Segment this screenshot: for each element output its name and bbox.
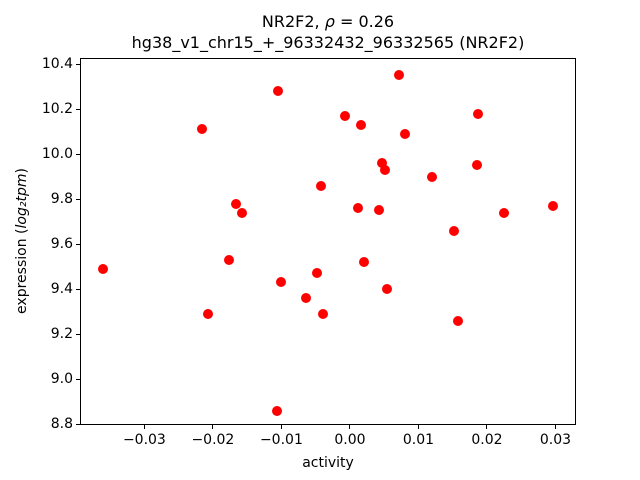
- data-point: [316, 180, 327, 191]
- data-point: [427, 171, 438, 182]
- data-point: [355, 119, 366, 130]
- y-tick-label: 10.4: [41, 56, 73, 73]
- y-tick-label: 9.8: [50, 191, 73, 208]
- data-point: [224, 254, 235, 265]
- data-point: [547, 200, 558, 211]
- y-tick-label: 9.6: [50, 236, 73, 253]
- data-point: [449, 225, 460, 236]
- x-tick-mark: [417, 425, 419, 429]
- y-tick-label: 9.2: [50, 326, 73, 343]
- data-point: [340, 110, 351, 121]
- data-point: [97, 263, 108, 274]
- chart-title-gene: NR2F2,: [261, 12, 325, 31]
- chart-title-line2: hg38_v1_chr15_+_96332432_96332565 (NR2F2…: [131, 33, 525, 52]
- x-tick-label: 0.02: [471, 432, 503, 448]
- y-tick-label: 9.4: [50, 281, 73, 298]
- data-point: [381, 284, 392, 295]
- y-tick-label: 10.2: [41, 101, 73, 118]
- data-point: [236, 207, 247, 218]
- y-axis-label-suffix: ): [14, 168, 30, 174]
- data-point: [203, 308, 214, 319]
- data-point: [318, 308, 329, 319]
- data-point: [196, 124, 207, 135]
- y-tick-mark: [76, 423, 80, 425]
- data-point: [358, 257, 369, 268]
- x-tick-mark: [212, 425, 214, 429]
- x-tick-label: −0.03: [122, 432, 166, 448]
- data-point: [353, 203, 364, 214]
- y-tick-mark: [76, 378, 80, 380]
- plot-area: [80, 58, 576, 425]
- data-point: [312, 268, 323, 279]
- y-tick-label: 10.0: [41, 146, 73, 163]
- x-tick-label: 0.01: [402, 432, 435, 448]
- x-tick-mark: [486, 425, 488, 429]
- data-point: [272, 86, 283, 97]
- data-point: [499, 207, 510, 218]
- x-tick-label: 0.03: [539, 432, 572, 448]
- data-point: [394, 70, 405, 81]
- data-point: [301, 293, 312, 304]
- y-tick-mark: [76, 198, 80, 200]
- y-tick-mark: [76, 333, 80, 335]
- x-tick-label: 0.00: [334, 432, 366, 448]
- rho-symbol: ρ: [324, 12, 335, 31]
- x-axis-label: activity: [302, 455, 354, 471]
- y-tick-mark: [76, 153, 80, 155]
- x-tick-mark: [280, 425, 282, 429]
- data-point: [471, 160, 482, 171]
- x-tick-mark: [349, 425, 351, 429]
- x-tick-label: −0.01: [259, 432, 303, 448]
- y-tick-label: 9.0: [50, 371, 73, 388]
- data-point: [377, 158, 388, 169]
- y-tick-mark: [76, 243, 80, 245]
- data-point: [275, 277, 286, 288]
- y-tick-mark: [76, 63, 80, 65]
- data-point: [379, 164, 390, 175]
- data-point: [399, 128, 410, 139]
- chart-title: NR2F2, ρ = 0.26 hg38_v1_chr15_+_96332432…: [80, 11, 576, 53]
- chart-title-rho-value: = 0.26: [334, 12, 395, 31]
- y-tick-label: 8.8: [50, 416, 73, 433]
- data-point: [453, 315, 464, 326]
- x-tick-mark: [143, 425, 145, 429]
- x-tick-mark: [554, 425, 556, 429]
- y-tick-mark: [76, 108, 80, 110]
- chart-title-line1: NR2F2, ρ = 0.26: [80, 11, 576, 32]
- data-point: [231, 198, 242, 209]
- x-tick-label: −0.02: [191, 432, 235, 448]
- y-tick-mark: [76, 288, 80, 290]
- data-point: [374, 205, 385, 216]
- data-point: [271, 405, 282, 416]
- data-point: [473, 108, 484, 119]
